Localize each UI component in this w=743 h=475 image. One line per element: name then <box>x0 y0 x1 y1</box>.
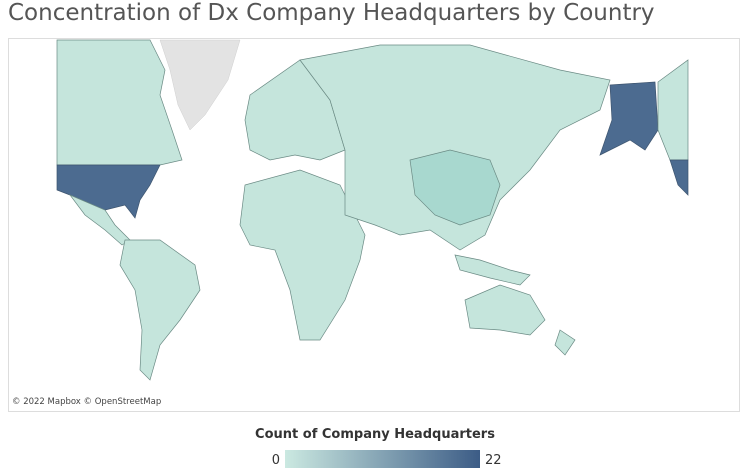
south-america <box>119 239 201 381</box>
legend-gradient <box>285 450 480 468</box>
new-zealand <box>554 329 576 356</box>
attribution: © 2022 Mapbox © OpenStreetMap <box>12 397 161 407</box>
title: Concentration of Dx Company Headquarters… <box>8 0 655 26</box>
map-shapes <box>56 39 689 381</box>
australia <box>464 284 546 336</box>
legend: Count of Company Headquarters 0 22 <box>255 427 502 468</box>
legend-tick-label: 0 <box>272 453 280 468</box>
china <box>409 149 501 226</box>
legend-tick-label: 22 <box>485 453 502 468</box>
southeast-asia <box>454 254 531 286</box>
africa <box>239 169 366 341</box>
united-states <box>56 164 161 219</box>
asia <box>299 44 611 251</box>
greenland <box>159 39 241 131</box>
united-states-east <box>669 159 689 196</box>
legend-title: Count of Company Headquarters <box>255 427 495 442</box>
map: © 2022 Mapbox © OpenStreetMap <box>8 38 740 412</box>
alaska <box>599 81 659 156</box>
